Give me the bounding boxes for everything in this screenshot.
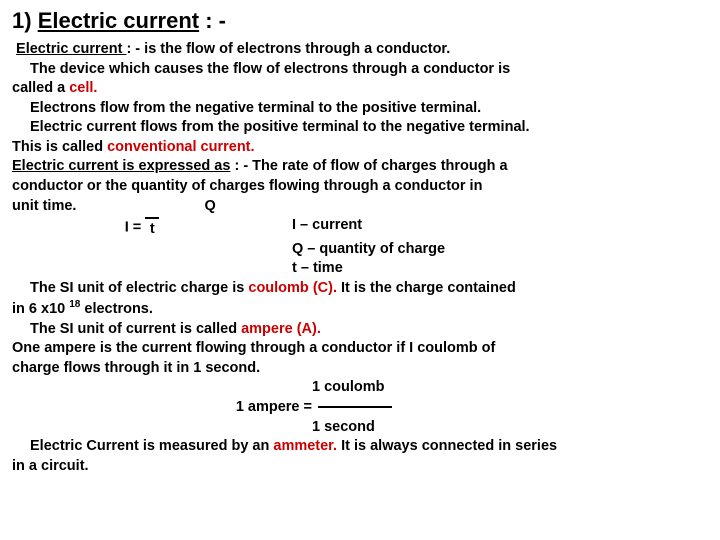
- expressed-as-line-1: Electric current is expressed as : - The…: [12, 157, 708, 177]
- term-cell: cell.: [69, 80, 97, 96]
- formula-expression: I = t: [12, 216, 272, 240]
- ammeter-suffix: It is always connected in series: [337, 438, 557, 454]
- body-text: Electric current : - is the flow of elec…: [12, 40, 708, 476]
- conventional-line: This is called conventional current.: [12, 138, 708, 158]
- legend-I: I – current: [272, 216, 362, 240]
- formula-I-eq: I =: [125, 220, 146, 236]
- ampere-numerator-row: 1 coulomb: [12, 378, 708, 398]
- electrons-suffix: electrons.: [80, 301, 153, 317]
- def-electric-current: : - is the flow of electrons through a c…: [126, 41, 450, 57]
- unit-time: unit time.: [12, 198, 76, 214]
- one-ampere-line-2: charge flows through it in 1 second.: [12, 359, 708, 379]
- expressed-as-line-2: conductor or the quantity of charges flo…: [12, 177, 708, 197]
- electrons-prefix: in 6 x10: [12, 301, 69, 317]
- title-prefix: 1): [12, 8, 38, 33]
- device-line-1: The device which causes the flow of elec…: [12, 60, 708, 80]
- ampere-fraction-bar-icon: [318, 405, 392, 409]
- ammeter-line-1: Electric Current is measured by an ammet…: [12, 437, 708, 457]
- electron-flow-line: Electrons flow from the negative termina…: [12, 99, 708, 119]
- term-expressed-as: Electric current is expressed as: [12, 158, 230, 174]
- device-line-2: called a cell.: [12, 79, 708, 99]
- si-current-line: The SI unit of current is called ampere …: [12, 320, 708, 340]
- ampere-denominator-row: 1 second: [12, 418, 708, 438]
- si-current-prefix: The SI unit of current is called: [30, 321, 241, 337]
- term-electric-current: Electric current: [16, 41, 126, 57]
- si-charge-suffix: It is the charge contained: [337, 280, 516, 296]
- ampere-equation-row: 1 ampere =: [12, 398, 708, 418]
- legend-Q-row: Q – quantity of charge: [12, 240, 708, 260]
- term-ampere: ampere (A).: [241, 321, 321, 337]
- legend-t-row: t – time: [12, 259, 708, 279]
- ammeter-prefix: Electric Current is measured by an: [30, 438, 273, 454]
- legend-Q: Q – quantity of charge: [272, 240, 445, 260]
- expressed-def: : - The rate of flow of charges through …: [230, 158, 507, 174]
- electrons-exponent: 18: [69, 299, 80, 310]
- conv-prefix: This is called: [12, 139, 107, 155]
- expressed-as-line-3: unit time. Q: [12, 197, 708, 217]
- section-title: 1) Electric current : -: [12, 8, 708, 34]
- term-ammeter: ammeter.: [273, 438, 337, 454]
- formula-row: I = t I – current: [12, 216, 708, 240]
- si-charge-line-2: in 6 x10 18 electrons.: [12, 298, 708, 319]
- title-main: Electric current: [38, 8, 199, 33]
- ampere-denominator: 1 second: [312, 418, 375, 438]
- formula-t: t: [145, 220, 159, 240]
- legend-t: t – time: [272, 259, 343, 279]
- one-ampere-line-1: One ampere is the current flowing throug…: [12, 339, 708, 359]
- ampere-numerator: 1 coulomb: [312, 378, 385, 398]
- definition-line: Electric current : - is the flow of elec…: [12, 40, 708, 60]
- ampere-lhs: 1 ampere =: [12, 398, 318, 418]
- term-coulomb: coulomb (C).: [248, 280, 337, 296]
- si-charge-prefix: The SI unit of electric charge is: [30, 280, 248, 296]
- formula-Q-top: Q: [205, 198, 216, 214]
- current-flow-line: Electric current flows from the positive…: [12, 118, 708, 138]
- title-suffix: : -: [199, 8, 226, 33]
- term-conventional: conventional current.: [107, 139, 254, 155]
- fraction-bar-icon: t: [145, 216, 159, 240]
- si-charge-line-1: The SI unit of electric charge is coulom…: [12, 279, 708, 299]
- ammeter-line-2: in a circuit.: [12, 457, 708, 477]
- device-prefix: called a: [12, 80, 69, 96]
